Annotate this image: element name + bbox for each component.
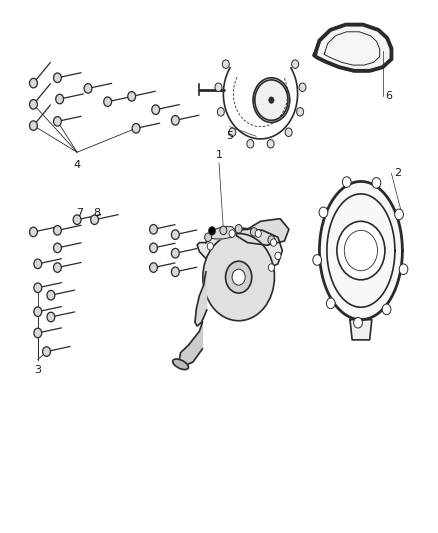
Polygon shape — [206, 227, 237, 239]
Ellipse shape — [173, 359, 188, 369]
Circle shape — [247, 140, 254, 148]
Polygon shape — [179, 322, 202, 367]
Circle shape — [299, 83, 306, 92]
Circle shape — [255, 230, 261, 237]
Text: 6: 6 — [385, 91, 392, 101]
Circle shape — [382, 304, 391, 314]
Circle shape — [171, 230, 179, 239]
Circle shape — [29, 121, 37, 131]
Text: 1: 1 — [215, 150, 223, 160]
Circle shape — [171, 267, 179, 277]
Circle shape — [150, 263, 157, 272]
Circle shape — [53, 263, 61, 272]
Polygon shape — [350, 320, 372, 340]
Circle shape — [205, 233, 212, 241]
Circle shape — [171, 116, 179, 125]
Circle shape — [326, 298, 335, 309]
Circle shape — [203, 233, 275, 321]
Circle shape — [285, 128, 292, 136]
Circle shape — [34, 283, 42, 293]
Circle shape — [255, 80, 288, 120]
Circle shape — [395, 209, 403, 220]
Circle shape — [53, 225, 61, 235]
Circle shape — [53, 117, 61, 126]
Circle shape — [235, 224, 242, 233]
Circle shape — [53, 73, 61, 83]
Circle shape — [267, 140, 274, 148]
Circle shape — [343, 177, 351, 188]
Text: 7: 7 — [76, 208, 83, 219]
Circle shape — [319, 207, 328, 217]
Polygon shape — [314, 25, 392, 71]
Circle shape — [34, 259, 42, 269]
Circle shape — [271, 239, 277, 246]
Circle shape — [29, 100, 37, 109]
Circle shape — [223, 60, 229, 68]
Text: 2: 2 — [394, 168, 401, 179]
Circle shape — [337, 221, 385, 280]
Circle shape — [215, 83, 222, 92]
Circle shape — [297, 108, 304, 116]
Circle shape — [292, 60, 299, 68]
Circle shape — [226, 261, 252, 293]
Circle shape — [313, 255, 321, 265]
Polygon shape — [237, 219, 289, 245]
Circle shape — [208, 227, 215, 235]
Circle shape — [34, 307, 42, 317]
Polygon shape — [197, 228, 283, 273]
Circle shape — [128, 92, 136, 101]
Circle shape — [232, 269, 245, 285]
Circle shape — [47, 290, 55, 300]
Circle shape — [275, 252, 281, 260]
Circle shape — [353, 317, 362, 328]
Circle shape — [150, 224, 157, 234]
Circle shape — [268, 236, 275, 244]
Polygon shape — [195, 272, 207, 326]
Circle shape — [268, 264, 275, 271]
Circle shape — [56, 94, 64, 104]
Circle shape — [251, 228, 258, 236]
Circle shape — [91, 215, 99, 224]
Circle shape — [399, 264, 408, 274]
Circle shape — [171, 248, 179, 258]
Text: 5: 5 — [226, 131, 233, 141]
Circle shape — [152, 105, 159, 115]
Circle shape — [229, 230, 235, 237]
Circle shape — [29, 227, 37, 237]
Circle shape — [29, 78, 37, 88]
Text: 4: 4 — [74, 160, 81, 170]
Text: 3: 3 — [34, 365, 41, 375]
Circle shape — [132, 124, 140, 133]
Circle shape — [269, 97, 274, 103]
Polygon shape — [319, 181, 403, 320]
Circle shape — [150, 243, 157, 253]
Circle shape — [104, 97, 112, 107]
Circle shape — [73, 215, 81, 224]
Text: 8: 8 — [93, 208, 100, 219]
Circle shape — [220, 226, 227, 235]
Circle shape — [207, 243, 213, 250]
Circle shape — [53, 243, 61, 253]
Circle shape — [42, 347, 50, 357]
Circle shape — [229, 128, 236, 136]
Circle shape — [47, 312, 55, 322]
Circle shape — [34, 328, 42, 338]
Circle shape — [84, 84, 92, 93]
Circle shape — [217, 108, 224, 116]
Circle shape — [372, 177, 381, 188]
